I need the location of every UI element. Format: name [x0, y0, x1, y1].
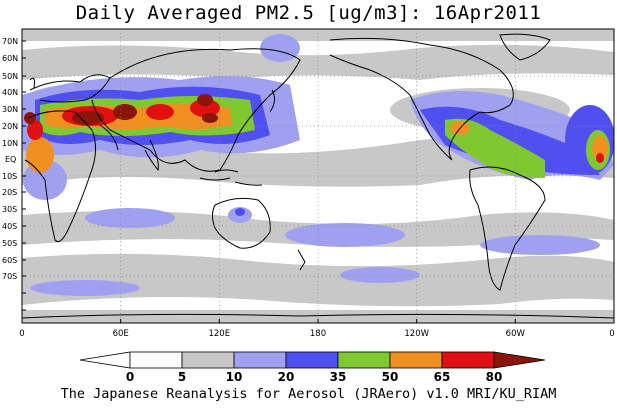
legend-label: 65 — [434, 370, 451, 384]
footer-credit: The Japanese Reanalysis for Aerosol (JRA… — [60, 386, 557, 402]
lat-label: 40N — [2, 88, 18, 97]
legend-arrow-left — [79, 351, 131, 369]
lat-label: EQ — [5, 155, 16, 164]
map-title: Daily Averaged PM2.5 [ug/m3]: 16Apr2011 — [75, 2, 542, 24]
lat-label: 10S — [2, 172, 17, 181]
lat-label: 50N — [2, 72, 18, 81]
coastlines — [22, 33, 614, 319]
lon-label: 0 — [609, 329, 614, 339]
tick-marks — [22, 40, 516, 323]
legend-label: 80 — [486, 370, 503, 384]
lat-label: 20S — [2, 188, 17, 197]
lat-label: 60N — [2, 54, 18, 63]
lat-label: 30N — [2, 105, 18, 114]
legend-bin — [337, 351, 391, 369]
latitude-labels: 70N 60N 50N 40N 30N 20N 10N EQ 10S 20S 3… — [2, 37, 18, 281]
lon-label: 0 — [19, 329, 24, 339]
legend-arrow-right — [493, 351, 546, 369]
lat-label: 10N — [2, 139, 18, 148]
legend-bin — [441, 351, 495, 369]
lat-label: 20N — [2, 122, 18, 131]
grid-lines — [22, 29, 614, 323]
lon-label: 120W — [404, 329, 429, 339]
lat-label: 50S — [2, 239, 17, 248]
lat-label: 70N — [2, 37, 18, 46]
lat-label: 30S — [2, 205, 17, 214]
lat-label: 60S — [2, 256, 17, 265]
legend-label: 0 — [126, 370, 134, 384]
longitude-labels: 0 60E 120E 180 120W 60W 0 — [19, 329, 614, 339]
legend-bin — [181, 351, 235, 369]
legend-label: 5 — [178, 370, 186, 384]
legend-bin — [285, 351, 339, 369]
legend-label: 20 — [278, 370, 295, 384]
pm25-shading — [22, 29, 614, 323]
legend-bin — [129, 351, 183, 369]
lon-label: 180 — [310, 329, 326, 339]
color-legend — [79, 351, 546, 369]
lat-label: 40S — [2, 222, 17, 231]
lat-label: 70S — [2, 272, 17, 281]
legend-bin — [233, 351, 287, 369]
legend-bin — [389, 351, 443, 369]
lon-label: 60E — [113, 329, 129, 339]
legend-label: 10 — [226, 370, 243, 384]
legend-label: 50 — [382, 370, 399, 384]
legend-label: 35 — [330, 370, 347, 384]
lon-label: 120E — [208, 329, 230, 339]
lon-label: 60W — [506, 329, 526, 339]
legend-labels: 0 5 10 20 35 50 65 80 — [126, 370, 503, 384]
